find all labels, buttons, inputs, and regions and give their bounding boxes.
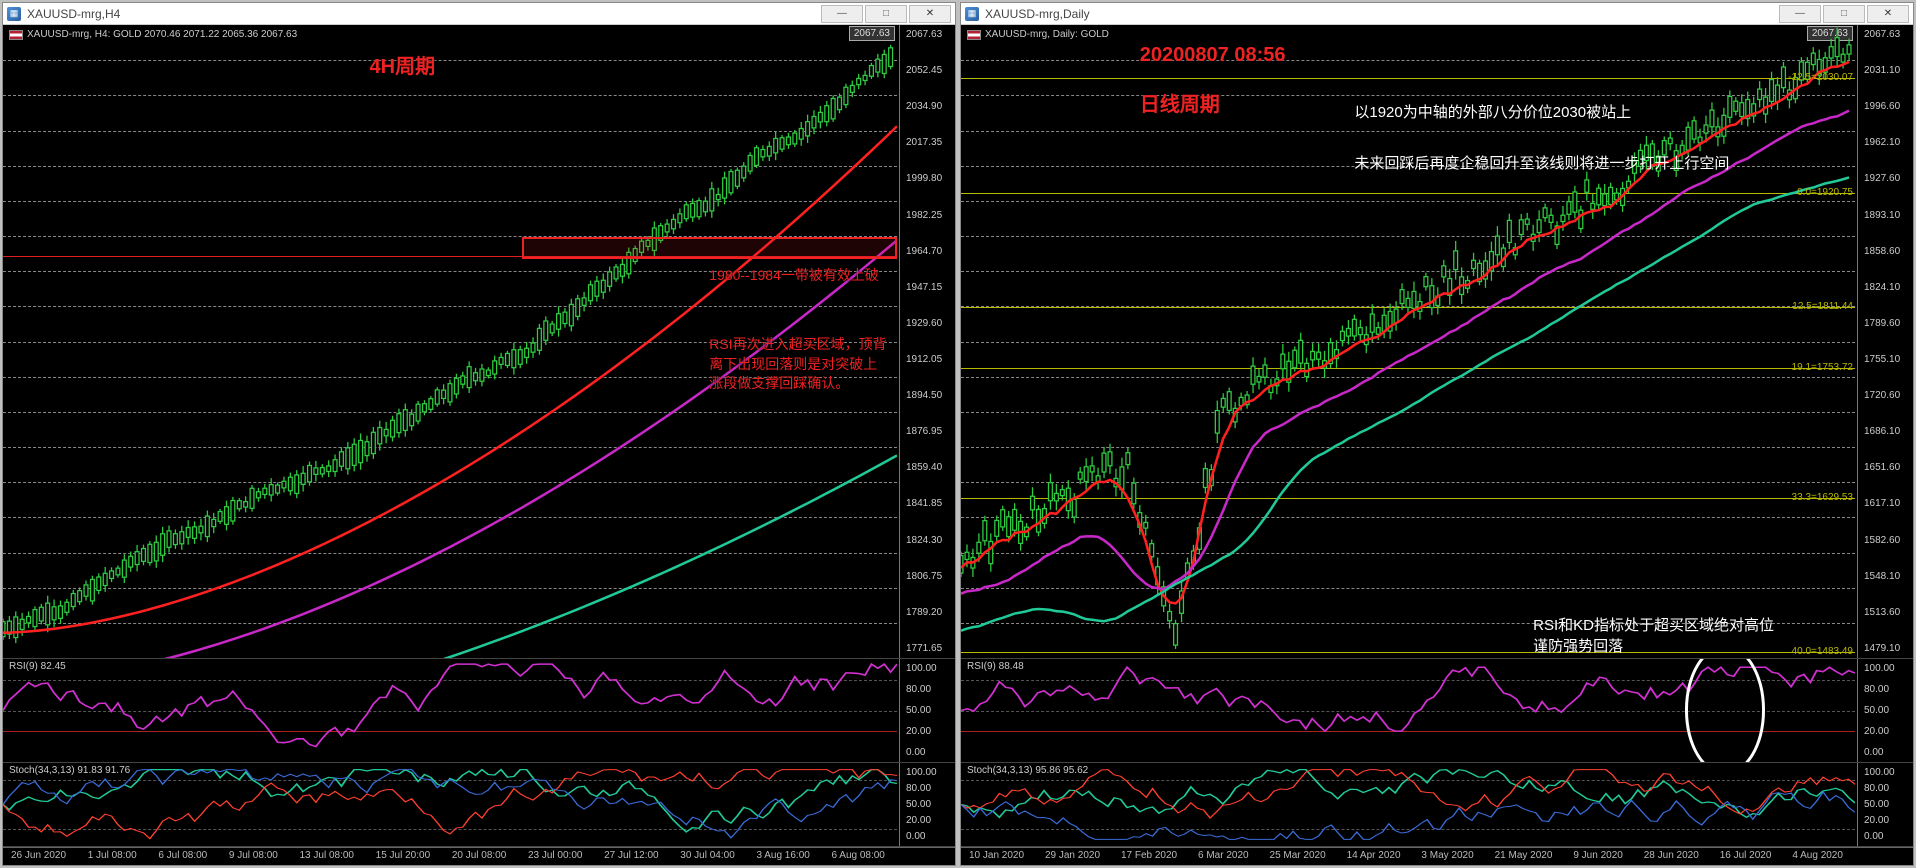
text-annotation-2: RSI再次进入超买区域，顶背离下出现回落则是对突破上涨段做支撑回踩确认。 <box>709 335 888 394</box>
time-axis-left: 26 Jun 20201 Jul 08:006 Jul 08:009 Jul 0… <box>3 847 955 865</box>
window-title: XAUUSD-mrg,Daily <box>985 7 1773 21</box>
rsi-yaxis: 100.0080.0050.0020.000.00 <box>899 659 955 762</box>
maximize-button[interactable]: □ <box>1823 5 1865 23</box>
titlebar-left[interactable]: ▦ XAUUSD-mrg,H4 — □ ✕ <box>3 3 955 25</box>
minimize-button[interactable]: — <box>821 5 863 23</box>
window-title: XAUUSD-mrg,H4 <box>27 7 815 21</box>
price-yaxis: 2067.632031.101996.601962.101927.601893.… <box>1857 25 1913 658</box>
price-yaxis: 2067.632052.452034.902017.351999.801982.… <box>899 25 955 658</box>
titlebar-right[interactable]: ▦ XAUUSD-mrg,Daily — □ ✕ <box>961 3 1913 25</box>
price-panel-daily[interactable]: XAUUSD-mrg, Daily: GOLD 2067.63 20200807… <box>961 25 1913 659</box>
text-annotation-1: 以1920为中轴的外部八分价位2030被站上 <box>1354 101 1747 122</box>
stoch-yaxis: 100.0080.0050.0020.000.00 <box>1857 763 1913 846</box>
chart-stack-right: XAUUSD-mrg, Daily: GOLD 2067.63 20200807… <box>961 25 1913 865</box>
text-annotation-1: 1980--1984一带被有效上破 <box>709 266 888 286</box>
stoch-svg <box>3 763 897 846</box>
stoch-panel-left[interactable]: Stoch(34,3,13) 91.83 91.76 100.0080.0050… <box>3 763 955 847</box>
stoch-svg <box>961 763 1855 846</box>
overbought-ellipse <box>1685 659 1766 763</box>
plot-area-main-right: 20200807 08:56 日线周期 以1920为中轴的外部八分价位2030被… <box>961 25 1855 658</box>
chart-window-h4: ▦ XAUUSD-mrg,H4 — □ ✕ XAUUSD-mrg, H4: GO… <box>2 2 956 866</box>
plot-area-main-left: 4H周期 1980--1984一带被有效上破 RSI再次进入超买区域，顶背离下出… <box>3 25 897 658</box>
chart-stack-left: XAUUSD-mrg, H4: GOLD 2070.46 2071.22 206… <box>3 25 955 865</box>
title-annotation: 4H周期 <box>370 50 436 79</box>
text-annotation-2: 未来回踩后再度企稳回升至该线则将进一步打开上行空间 <box>1354 152 1729 173</box>
rsi-panel-right[interactable]: RSI(9) 88.48 100.0080.0050.0020.000.00 <box>961 659 1913 763</box>
stoch-panel-right[interactable]: Stoch(34,3,13) 95.86 95.62 100.0080.0050… <box>961 763 1913 847</box>
rsi-yaxis: 100.0080.0050.0020.000.00 <box>1857 659 1913 762</box>
chart-window-daily: ▦ XAUUSD-mrg,Daily — □ ✕ XAUUSD-mrg, Dai… <box>960 2 1914 866</box>
rsi-panel-left[interactable]: RSI(9) 82.45 100.0080.0050.0020.000.00 <box>3 659 955 763</box>
close-button[interactable]: ✕ <box>1867 5 1909 23</box>
date-annotation: 20200807 08:56 <box>1140 44 1286 67</box>
app-icon: ▦ <box>965 7 979 21</box>
app-icon: ▦ <box>7 7 21 21</box>
rsi-svg <box>3 659 897 762</box>
timeframe-annotation: 日线周期 <box>1140 88 1220 117</box>
resistance-line <box>3 256 897 257</box>
stoch-yaxis: 100.0080.0050.0020.000.00 <box>899 763 955 846</box>
time-axis-right: 10 Jan 202029 Jan 202017 Feb 20206 Mar 2… <box>961 847 1913 865</box>
maximize-button[interactable]: □ <box>865 5 907 23</box>
close-button[interactable]: ✕ <box>909 5 951 23</box>
price-panel-h4[interactable]: XAUUSD-mrg, H4: GOLD 2070.46 2071.22 206… <box>3 25 955 659</box>
minimize-button[interactable]: — <box>1779 5 1821 23</box>
